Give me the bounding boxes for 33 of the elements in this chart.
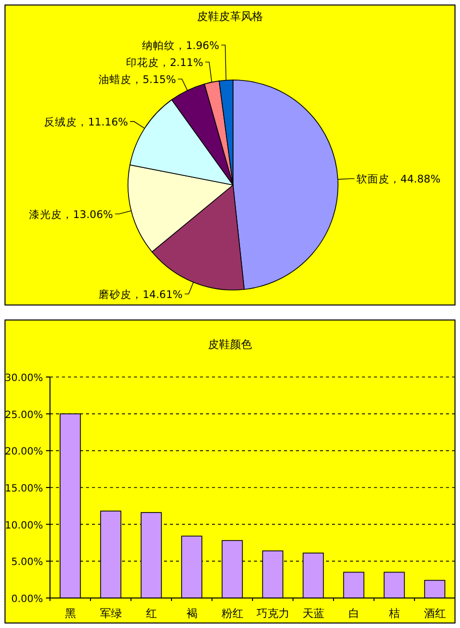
y-tick-label: 10.00% xyxy=(4,520,43,532)
y-tick-label: 0.00% xyxy=(11,594,43,605)
x-tick-label: 酒红 xyxy=(424,607,446,620)
chart-title: 皮鞋皮革风格 xyxy=(197,10,263,23)
slice-label: 油蜡皮 xyxy=(98,73,132,86)
x-tick-label: 巧克力 xyxy=(256,607,290,620)
data-label: ，5.15% xyxy=(132,74,176,86)
y-tick-label: 30.00% xyxy=(4,373,43,384)
data-label: ，2.11% xyxy=(158,57,204,70)
y-tick-label: 15.00% xyxy=(4,484,43,494)
x-tick-label: 天蓝 xyxy=(302,607,324,620)
slice-label: 印花皮 xyxy=(126,56,159,70)
data-label: ，13.06% xyxy=(62,208,114,221)
data-label: ，1.96% xyxy=(174,40,220,52)
slice-label: 磨砂皮 xyxy=(98,288,132,301)
chart-title: 皮鞋颜色 xyxy=(208,338,252,351)
slice-label: 软面皮 xyxy=(356,172,390,186)
x-tick-label: 桔 xyxy=(388,607,400,620)
x-tick-label: 黑 xyxy=(64,607,76,620)
y-tick-label: 20.00% xyxy=(4,446,43,458)
slice-label: 反绒皮 xyxy=(44,116,77,129)
x-tick-label: 红 xyxy=(146,607,157,620)
data-label: ，44.88% xyxy=(389,174,440,186)
y-tick-label: 5.00% xyxy=(11,557,43,568)
x-tick-label: 军绿 xyxy=(100,607,122,620)
x-tick-label: 白 xyxy=(348,607,360,620)
slice-label: 纳帕纹 xyxy=(142,40,175,52)
x-tick-label: 粉红 xyxy=(221,607,244,620)
y-tick-label: 25.00% xyxy=(4,410,43,421)
data-label: ，11.16% xyxy=(76,116,128,129)
x-tick-label: 褐 xyxy=(186,607,198,620)
data-label: ，14.61% xyxy=(132,288,183,301)
slice-label: 漆光皮 xyxy=(28,208,62,221)
